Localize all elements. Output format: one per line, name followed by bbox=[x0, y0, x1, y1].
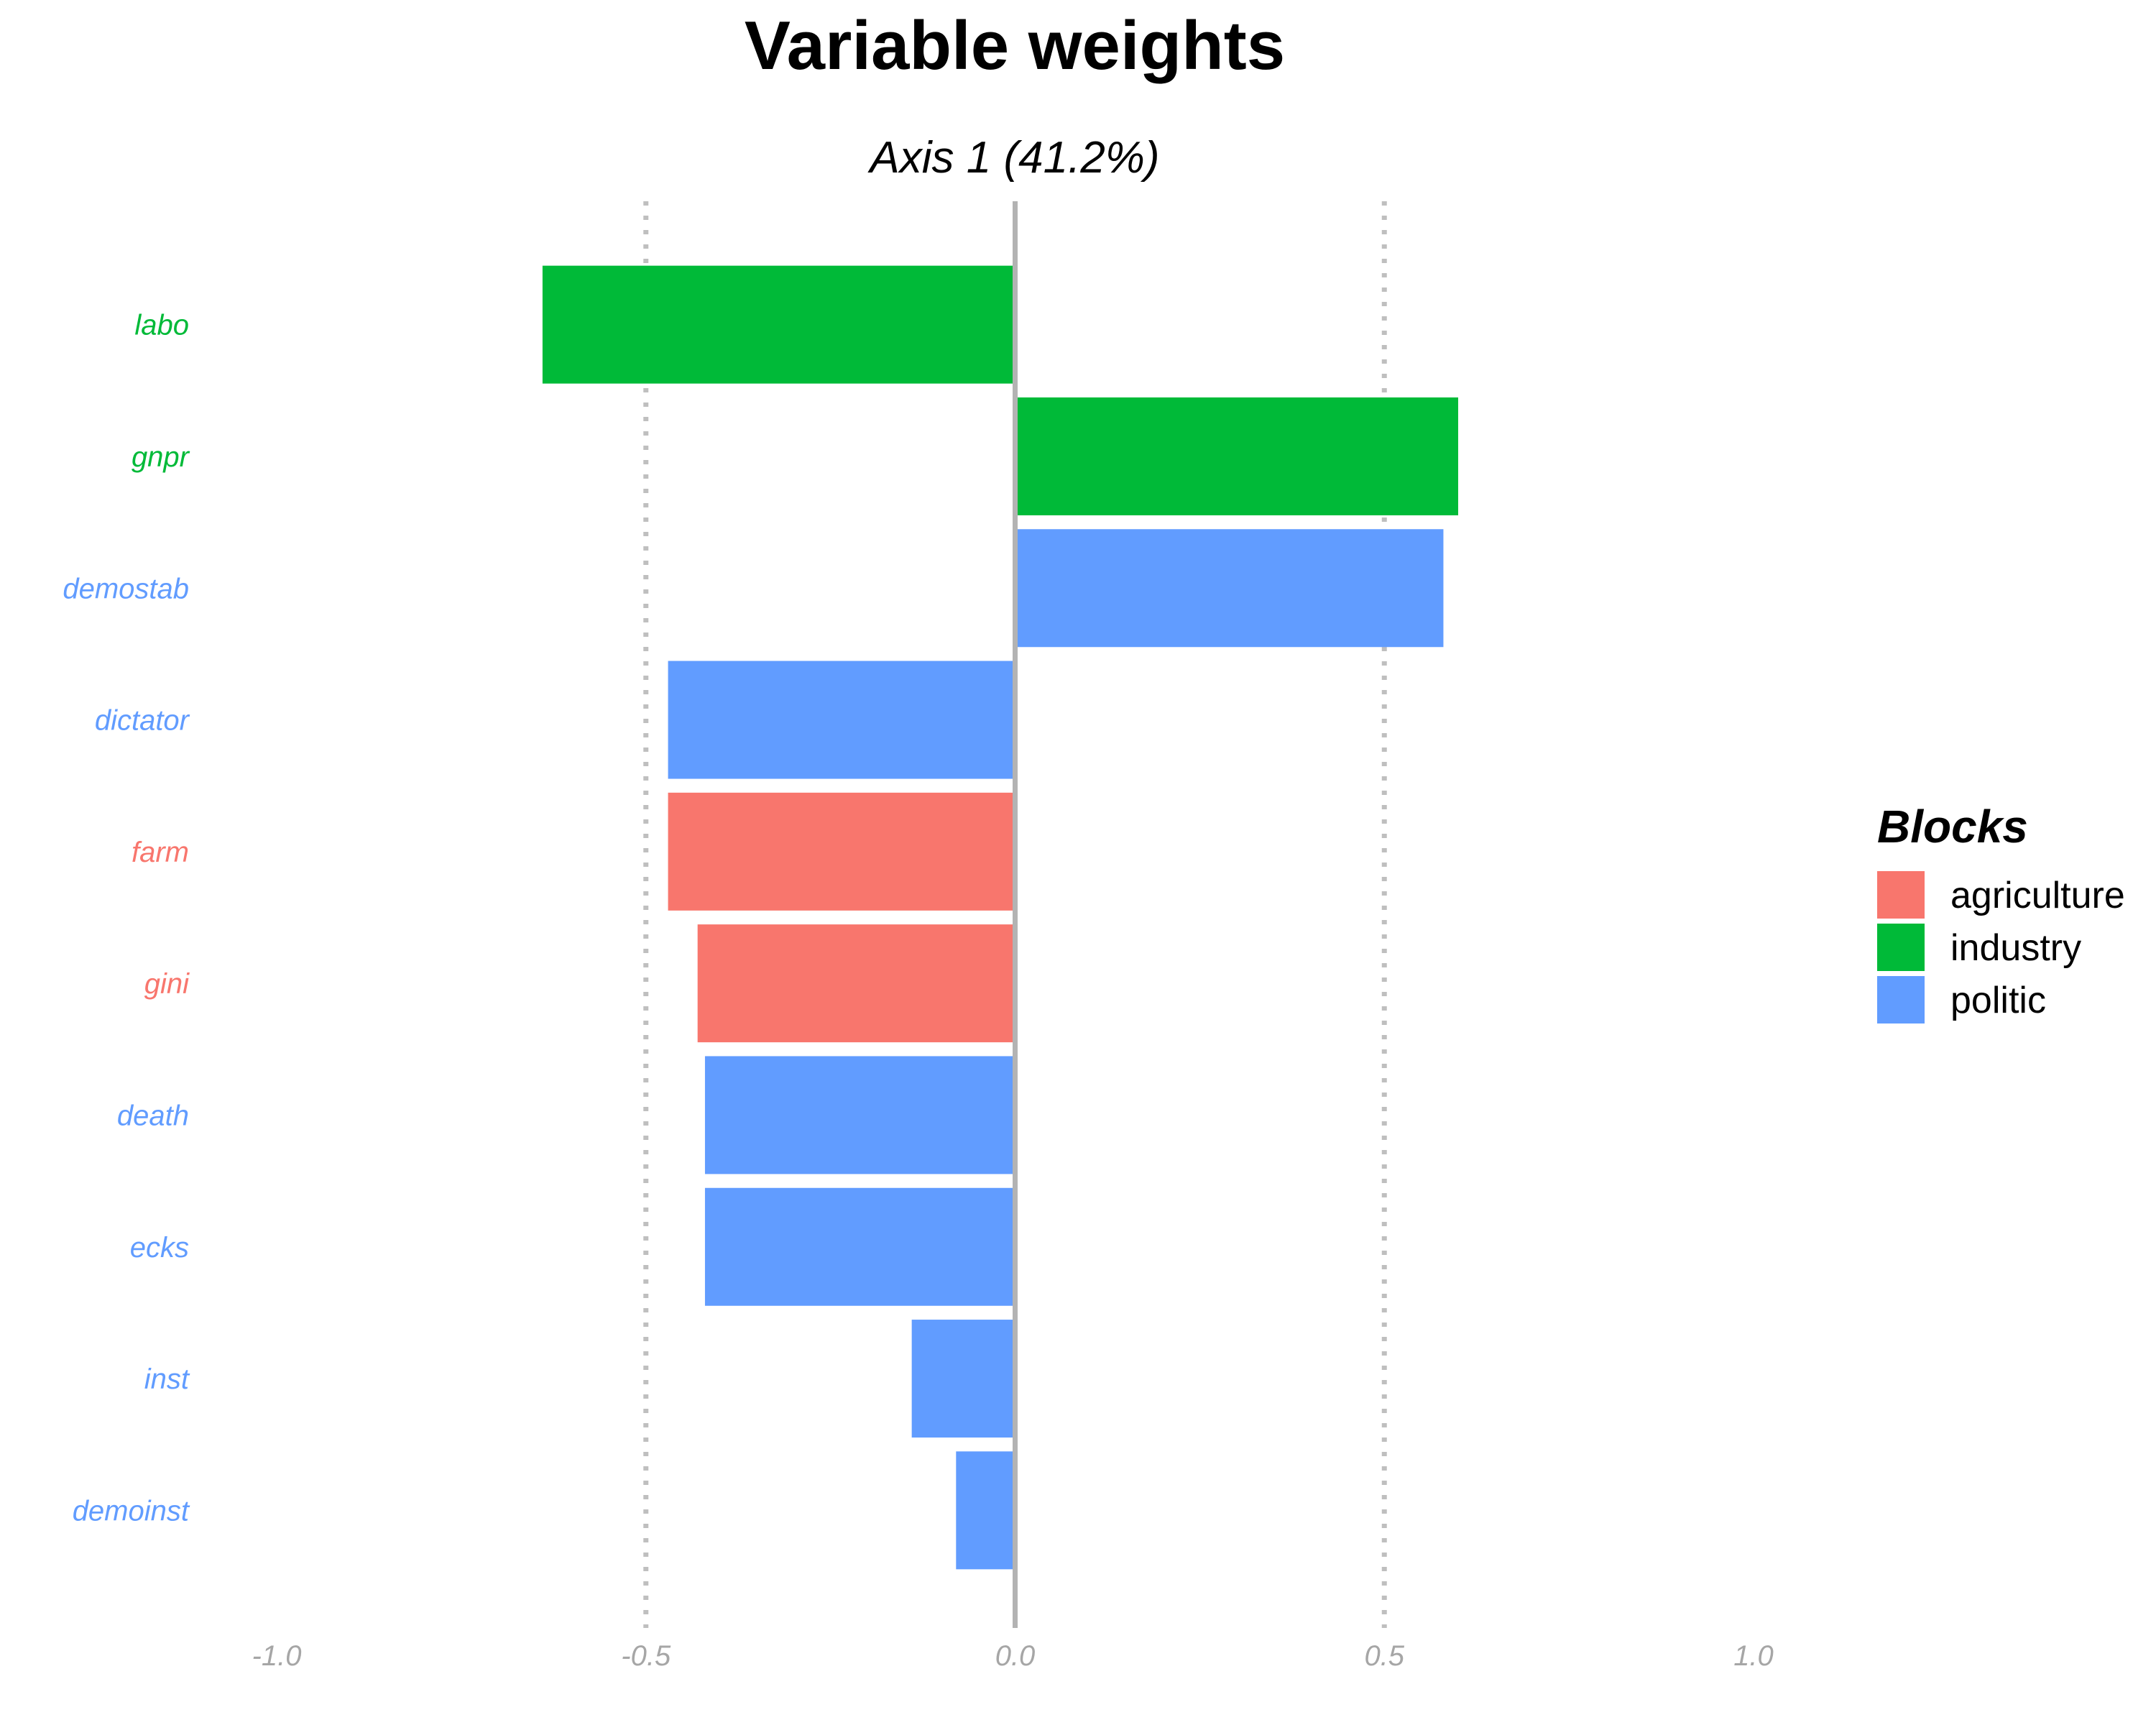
legend-label-politic: politic bbox=[1950, 980, 2046, 1021]
y-tick-label-gnpr: gnpr bbox=[132, 441, 190, 473]
legend: Blocks agriculture industry politic bbox=[1877, 801, 2125, 1024]
legend-title: Blocks bbox=[1877, 801, 2028, 852]
bar-farm bbox=[668, 792, 1015, 911]
chart-subtitle: Axis 1 (41.2%) bbox=[867, 133, 1159, 183]
y-tick-label-farm: farm bbox=[132, 837, 189, 868]
bar-gnpr bbox=[1015, 397, 1458, 515]
legend-key-industry bbox=[1877, 924, 1925, 971]
x-tick-label: 1.0 bbox=[1733, 1640, 1774, 1672]
legend-key-politic bbox=[1877, 976, 1925, 1024]
y-tick-label-demostab: demostab bbox=[63, 573, 189, 604]
x-tick-labels: -1.0 -0.5 0.0 0.5 1.0 bbox=[252, 1640, 1774, 1672]
y-tick-label-gini: gini bbox=[144, 968, 190, 1000]
x-tick-label: 0.0 bbox=[995, 1640, 1036, 1672]
x-tick-label: -0.5 bbox=[621, 1640, 671, 1672]
y-tick-label-labo: labo bbox=[134, 310, 189, 341]
x-tick-label: -1.0 bbox=[252, 1640, 302, 1672]
bar-inst bbox=[911, 1320, 1015, 1438]
legend-key-agriculture bbox=[1877, 871, 1925, 919]
y-tick-label-ecks: ecks bbox=[130, 1232, 189, 1264]
bar-demostab bbox=[1015, 529, 1444, 648]
y-tick-label-inst: inst bbox=[144, 1363, 190, 1395]
bar-gini bbox=[697, 924, 1015, 1043]
x-tick-label: 0.5 bbox=[1364, 1640, 1404, 1672]
bar-labo bbox=[542, 265, 1015, 384]
legend-label-agriculture: agriculture bbox=[1950, 875, 2125, 916]
legend-label-industry: industry bbox=[1950, 927, 2081, 969]
chart-title: Variable weights bbox=[745, 7, 1285, 84]
bar-dictator bbox=[668, 661, 1015, 779]
y-tick-label-death: death bbox=[117, 1100, 189, 1131]
bar-ecks bbox=[704, 1187, 1015, 1306]
bar-demoinst bbox=[956, 1451, 1015, 1570]
y-tick-label-dictator: dictator bbox=[95, 705, 190, 737]
bar-death bbox=[704, 1056, 1015, 1174]
y-tick-labels: labo gnpr demostab dictator farm gini death eck… bbox=[63, 310, 190, 1527]
bars bbox=[542, 265, 1458, 1570]
y-tick-label-demoinst: demoinst bbox=[73, 1495, 190, 1527]
